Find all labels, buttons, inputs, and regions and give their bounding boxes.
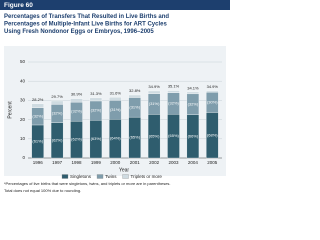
x-tick-label: 1999 bbox=[91, 160, 102, 165]
total-label: 29.7% bbox=[51, 94, 63, 99]
bar-segment bbox=[128, 94, 141, 98]
bar-segment bbox=[89, 97, 103, 102]
share-label: (65%) bbox=[149, 133, 160, 138]
share-label: (65%) bbox=[168, 133, 179, 138]
share-label: (31%) bbox=[149, 101, 160, 106]
legend-label: Twins bbox=[105, 174, 117, 179]
share-label: (66%) bbox=[188, 133, 199, 138]
bar-segment bbox=[206, 90, 219, 93]
page: Figure 60 Percentages of Transfers That … bbox=[0, 0, 230, 194]
y-tick-label: 30 bbox=[20, 98, 26, 103]
footnote: *Percentages of live births that were si… bbox=[4, 181, 171, 186]
y-tick-label: 20 bbox=[20, 117, 26, 122]
share-label: (68%) bbox=[207, 132, 218, 137]
x-tick-label: 2002 bbox=[149, 160, 160, 165]
chart: Figure 60 Percentages of Transfers That … bbox=[0, 0, 230, 193]
total-label: 34.9% bbox=[148, 84, 160, 89]
y-tick-label: 50 bbox=[20, 59, 26, 64]
footnote: Total does not equal 100% due to roundin… bbox=[4, 188, 81, 193]
bar-segment bbox=[31, 103, 44, 108]
bar-segment bbox=[147, 90, 161, 94]
x-tick-label: 1997 bbox=[52, 160, 63, 165]
header-bar bbox=[0, 0, 230, 10]
y-tick-label: 40 bbox=[20, 78, 26, 83]
figure-label: Figure 60 bbox=[4, 2, 33, 9]
x-tick-label: 1996 bbox=[33, 160, 44, 165]
bar-segment bbox=[186, 91, 200, 95]
share-label: (32%) bbox=[168, 101, 179, 106]
total-label: 28.2% bbox=[32, 97, 44, 102]
total-label: 31.6% bbox=[110, 90, 122, 95]
total-label: 30.9% bbox=[71, 92, 83, 97]
share-label: (63%) bbox=[91, 136, 102, 141]
y-tick-label: 0 bbox=[22, 155, 25, 160]
share-label: (32%) bbox=[91, 108, 102, 113]
total-label: 34.9% bbox=[207, 84, 219, 89]
x-tick-label: 2003 bbox=[168, 160, 179, 165]
y-tick-label: 10 bbox=[20, 136, 26, 141]
total-label: 32.8% bbox=[129, 88, 141, 93]
legend-label: Triplets or more bbox=[131, 174, 163, 179]
legend-swatch bbox=[122, 174, 129, 179]
chart-title: Percentages of Transfers That Resulted i… bbox=[4, 14, 169, 35]
x-tick-label: 2000 bbox=[110, 160, 121, 165]
bar-segment bbox=[70, 98, 83, 103]
total-label: 34.1% bbox=[187, 86, 199, 91]
y-axis-label: Percent bbox=[7, 101, 13, 119]
share-label: (62%) bbox=[71, 137, 82, 142]
x-tick-label: 1998 bbox=[71, 160, 82, 165]
bar-segment bbox=[50, 100, 64, 105]
share-label: (30%) bbox=[207, 99, 218, 104]
legend-label: Singletons bbox=[70, 174, 92, 179]
share-label: (65%) bbox=[129, 135, 140, 140]
share-label: (32%) bbox=[71, 109, 82, 114]
share-label: (32%) bbox=[188, 101, 199, 106]
total-label: 31.3% bbox=[90, 91, 102, 96]
share-label: (64%) bbox=[110, 136, 121, 141]
x-tick-label: 2005 bbox=[207, 160, 218, 165]
bar-segment bbox=[109, 97, 122, 101]
share-label: (32%) bbox=[32, 113, 43, 118]
legend-swatch bbox=[61, 174, 69, 179]
share-label: (31%) bbox=[110, 107, 121, 112]
bar-segment bbox=[167, 90, 180, 93]
x-axis-label: Year bbox=[119, 167, 129, 173]
share-label: (61%) bbox=[32, 139, 43, 144]
x-tick-label: 2004 bbox=[188, 160, 199, 165]
share-label: (31%) bbox=[129, 104, 140, 109]
share-label: (32%) bbox=[52, 111, 63, 116]
legend-swatch bbox=[96, 174, 104, 179]
share-label: (62%) bbox=[52, 137, 63, 142]
x-tick-label: 2001 bbox=[130, 160, 141, 165]
total-label: 35.1% bbox=[168, 84, 180, 89]
